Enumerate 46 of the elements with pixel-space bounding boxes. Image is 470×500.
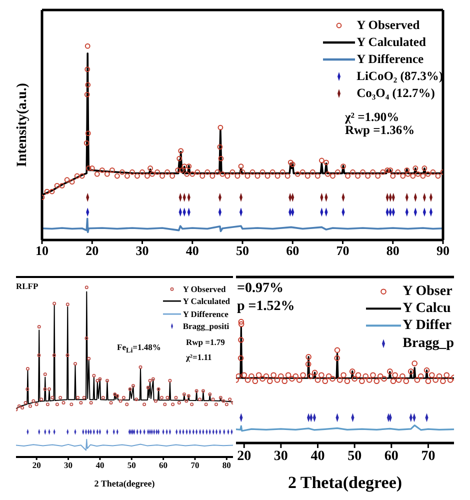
x-tick-label: 20 xyxy=(86,243,99,258)
x-tick-label: 70 xyxy=(190,460,200,470)
x-tick-label: 30 xyxy=(274,448,288,464)
text: p =1.52% xyxy=(237,299,295,316)
x-axis-title: 2 Theta(degree) xyxy=(288,473,402,492)
legend-label: Y Difference xyxy=(356,50,424,68)
x-axis-title: 2 Theta(degree) xyxy=(94,478,155,488)
x-tick-label: 70 xyxy=(421,448,436,464)
x-tick-label: 30 xyxy=(136,243,149,258)
x-tick-label: 30 xyxy=(64,460,73,470)
x-tick-label: 60 xyxy=(159,460,168,470)
x-tick-label: 40 xyxy=(310,448,325,464)
legend-label: Y Obser xyxy=(402,283,452,300)
annotation: Rwp =1.36% xyxy=(345,122,415,138)
legend-label: LiCoO₂ (87.3%) xyxy=(356,68,443,84)
legend-label: Y Observed xyxy=(356,16,420,34)
x-tick-label: 80 xyxy=(222,460,231,470)
annotation: Fe$_{Li}$=1.48% xyxy=(117,342,161,356)
x-tick-label: 80 xyxy=(386,243,400,258)
legend-label: Y Difference xyxy=(182,308,228,320)
x-tick-label: 40 xyxy=(96,460,104,470)
legend-label: Y Differ xyxy=(402,317,452,335)
x-tick-label: 40 xyxy=(186,243,199,258)
x-tick-label: 20 xyxy=(32,460,41,470)
x-tick-label: 50 xyxy=(127,460,136,470)
annotation: χ²=1.11 xyxy=(186,352,212,363)
x-tick-label: 60 xyxy=(286,243,300,258)
annotation: RLFP xyxy=(16,281,38,292)
legend-label: Co₃O₄ (12.7%) xyxy=(356,84,435,102)
x-tick-label: 90 xyxy=(436,243,450,258)
x-tick-label: 50 xyxy=(236,243,249,258)
legend-label: Y Calcu xyxy=(402,300,451,318)
annotation: χ² =1.90% xyxy=(345,110,400,124)
legend-label: Y Calculated xyxy=(356,34,426,50)
legend-label: Y Calculated xyxy=(182,295,230,308)
legend-label: Y Observed xyxy=(182,283,226,296)
x-tick-label: 20 xyxy=(237,448,252,464)
x-tick-label: 70 xyxy=(336,243,350,258)
annotation: Rwp =1.79 xyxy=(186,337,225,348)
text: =0.97% xyxy=(237,281,284,298)
x-tick-label: 10 xyxy=(36,243,48,258)
x-tick-label: 50 xyxy=(348,448,362,464)
x-tick-label: 60 xyxy=(384,448,398,464)
legend-label: Bragg_p xyxy=(402,334,454,352)
legend-label: Bragg_positi xyxy=(182,320,230,332)
y-axis-title: Intensity(a.u.) xyxy=(14,82,30,168)
